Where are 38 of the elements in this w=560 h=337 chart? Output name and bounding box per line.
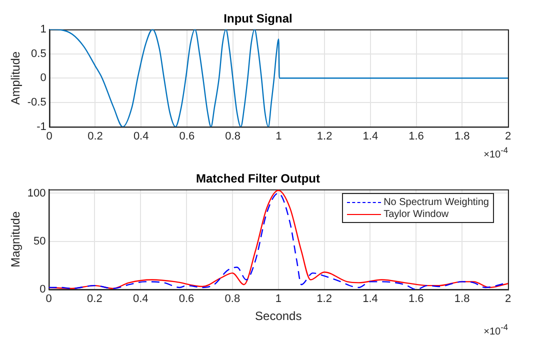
x-tick-label: 1.2	[316, 293, 332, 306]
x-tick-label: 0.8	[225, 130, 240, 142]
chart-title: Input Signal	[224, 12, 292, 26]
y-tick-label: 50	[34, 235, 46, 248]
legend-label: No Spectrum Weighting	[382, 196, 489, 208]
x-tick-label: 0.4	[132, 293, 148, 306]
x-tick-label: 1	[276, 130, 282, 142]
y-axis-title: Magnitude	[8, 211, 23, 268]
x-tick-label: 1	[275, 293, 282, 306]
chart-title: Matched Filter Output	[196, 172, 320, 186]
x-tick-label: 0.8	[224, 293, 240, 306]
x-axis-title: Seconds	[255, 309, 302, 324]
x-tick-label: 1.4	[362, 130, 378, 142]
x-tick-label: 2	[504, 130, 512, 142]
y-tick-label: -1	[36, 120, 46, 133]
x-tick-label: 0.6	[179, 130, 195, 142]
y-tick-label: 0	[40, 72, 46, 84]
y-tick-label: 0	[40, 283, 46, 296]
x-tick-label: 0.6	[178, 293, 194, 306]
y-axis-title: Amplitude	[8, 51, 23, 105]
x-tick-label: 1.8	[454, 130, 470, 142]
x-tick-label: 1.6	[408, 130, 424, 142]
x-tick-label: 1.6	[408, 293, 424, 306]
y-tick-label: 0.5	[31, 48, 46, 60]
x-tick-label: 0.2	[87, 293, 102, 306]
y-tick-label: 100	[27, 187, 46, 200]
text: ×10$^{-4}$	[484, 322, 508, 337]
x-tick-label: 1.8	[454, 293, 470, 306]
y-tick-label: 1	[40, 23, 46, 36]
x-tick-label: 0.4	[133, 130, 149, 142]
x-tick-label: 0.2	[88, 130, 103, 142]
x-tick-label: 1.2	[316, 130, 332, 142]
x-tick-label: 1.4	[362, 293, 378, 306]
line-series	[49, 29, 508, 127]
text: ×10$^{-4}$	[484, 144, 508, 160]
y-tick-label: -0.5	[27, 96, 46, 108]
x-tick-label: 2	[504, 293, 512, 306]
legend-label: Taylor Window	[382, 208, 450, 220]
